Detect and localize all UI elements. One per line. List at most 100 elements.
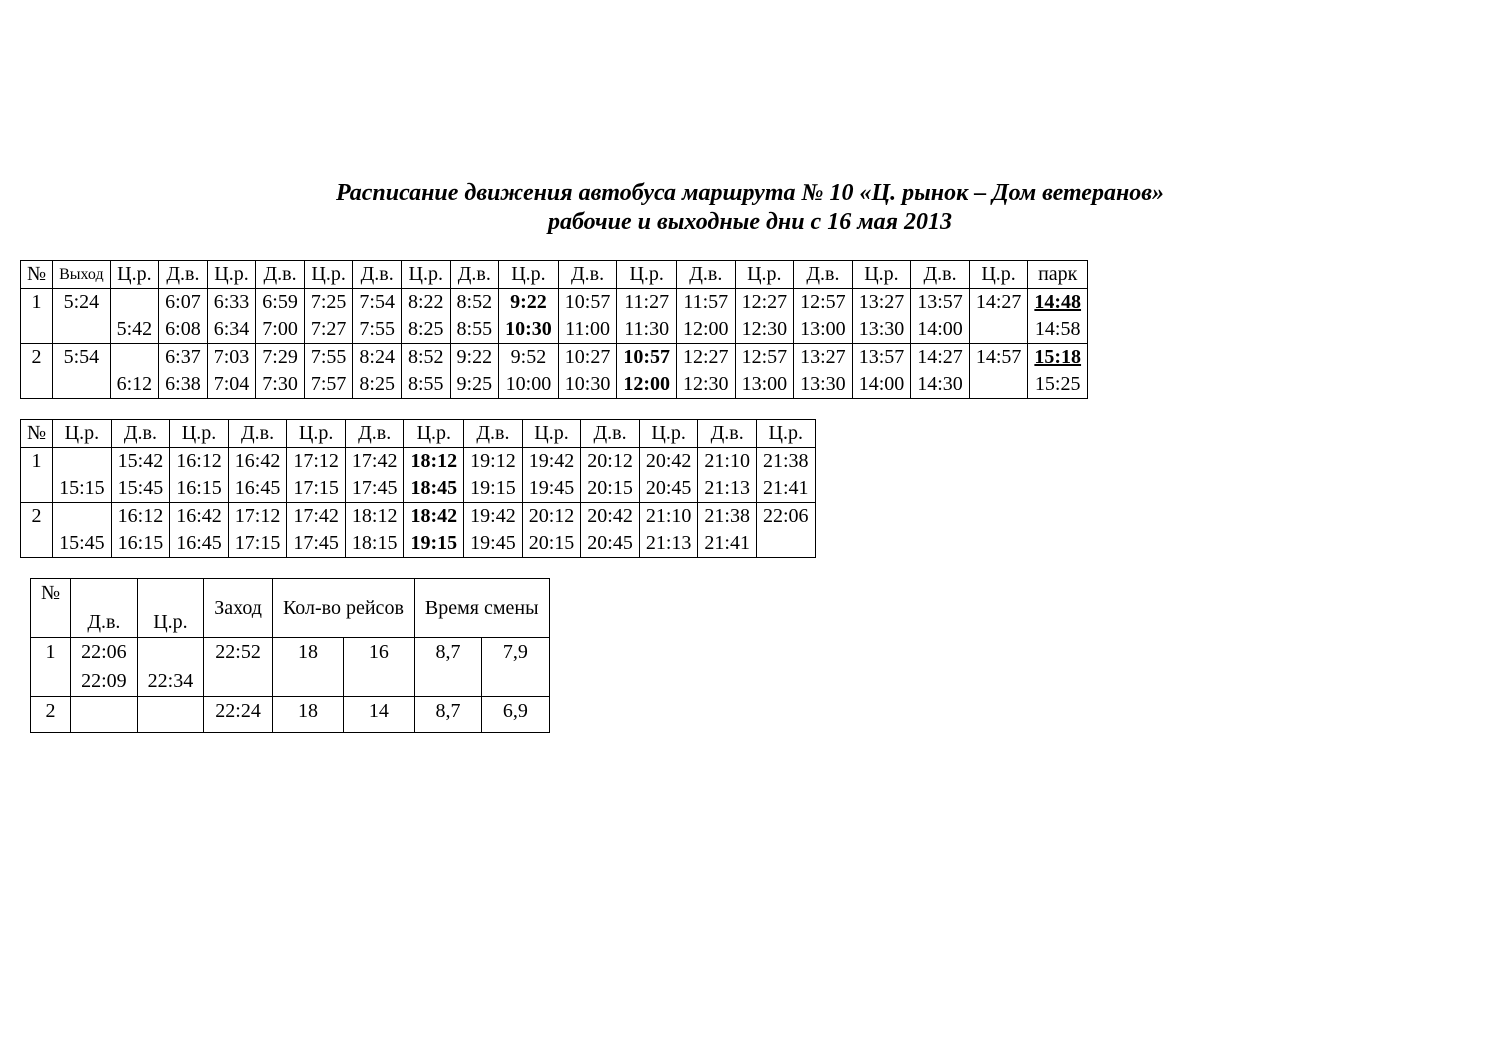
cell-time: 18:45 — [404, 475, 464, 503]
cell-time: 10:00 — [499, 371, 559, 399]
col-stop: Д.в. — [911, 261, 970, 289]
cell-time: 5:42 — [110, 316, 159, 344]
cell-shift: 8,7 — [414, 638, 481, 668]
cell-time: 20:42 — [639, 448, 698, 476]
col-stop: Ц.р. — [53, 420, 112, 448]
cell-time: 21:13 — [698, 475, 757, 503]
cell-time — [110, 344, 159, 372]
cell-time: 14:30 — [911, 371, 970, 399]
cell-time: 11:30 — [617, 316, 677, 344]
col-stop: Д.в. — [698, 420, 757, 448]
col-stop: Д.в. — [794, 261, 853, 289]
cell-trips: 14 — [343, 697, 414, 727]
schedule-table-1: №ВыходЦ.р.Д.в.Ц.р.Д.в.Ц.р.Д.в.Ц.р.Д.в.Ц.… — [20, 260, 1088, 399]
col-num: № — [21, 420, 53, 448]
cell-time: 10:30 — [499, 316, 559, 344]
cell-time: 21:10 — [698, 448, 757, 476]
cell-time: 16:45 — [228, 475, 287, 503]
col-stop: Д.в. — [450, 261, 499, 289]
col-stop: Ц.р. — [110, 261, 159, 289]
cell-time: 17:45 — [345, 475, 404, 503]
cell-time: 16:12 — [111, 503, 170, 531]
cell-time: 16:12 — [170, 448, 229, 476]
cell-time: 19:42 — [522, 448, 581, 476]
cell-time: 19:15 — [404, 530, 464, 558]
cell-time — [756, 530, 815, 558]
cell-time: 17:12 — [287, 448, 346, 476]
cell-time: 6:59 — [256, 289, 305, 317]
cell-time: 12:27 — [677, 344, 736, 372]
cell-time: 7:57 — [304, 371, 353, 399]
summary-table: №ЗаходКол-во рейсовВремя сменыД.в.Ц.р.12… — [30, 578, 550, 733]
cell-time: 15:45 — [111, 475, 170, 503]
cell-time: 14:57 — [969, 344, 1028, 372]
cell-cr: 22:34 — [137, 667, 204, 697]
cell-time: 18:12 — [345, 503, 404, 531]
col-cr: Ц.р. — [137, 608, 204, 638]
col-stop: Ц.р. — [207, 261, 256, 289]
cell-time: 14:27 — [969, 289, 1028, 317]
cell-time: 22:06 — [756, 503, 815, 531]
cell-time: 20:45 — [581, 530, 640, 558]
cell-time: 19:15 — [464, 475, 523, 503]
cell-trips: 18 — [272, 638, 343, 668]
cell-time: 12:57 — [735, 344, 794, 372]
cell-time: 19:45 — [464, 530, 523, 558]
cell-time — [969, 371, 1028, 399]
cell-time: 21:38 — [698, 503, 757, 531]
col-stop: Ц.р. — [170, 420, 229, 448]
cell-time: 16:45 — [170, 530, 229, 558]
cell-time: 21:13 — [639, 530, 698, 558]
cell-time: 8:55 — [401, 371, 450, 399]
cell-time: 9:25 — [450, 371, 499, 399]
cell-time — [969, 316, 1028, 344]
col-stop: Ц.р. — [969, 261, 1028, 289]
cell-trips: 18 — [272, 697, 343, 727]
col-stop: Д.в. — [353, 261, 402, 289]
cell-time: 6:08 — [159, 316, 208, 344]
col-stop: Ц.р. — [756, 420, 815, 448]
row-num: 2 — [21, 344, 53, 372]
cell-time: 20:15 — [522, 530, 581, 558]
cell-time: 19:45 — [522, 475, 581, 503]
cell-time: 20:12 — [522, 503, 581, 531]
schedule-table-2: №Ц.р.Д.в.Ц.р.Д.в.Ц.р.Д.в.Ц.р.Д.в.Ц.р.Д.в… — [20, 419, 816, 558]
cell-time: 9:22 — [450, 344, 499, 372]
cell-time: 12:00 — [677, 316, 736, 344]
cell-shift: 7,9 — [482, 638, 549, 668]
cell-time: 15:25 — [1028, 371, 1088, 399]
cell-time: 7:30 — [256, 371, 305, 399]
cell-time: 13:30 — [852, 316, 911, 344]
cell-time: 12:57 — [794, 289, 853, 317]
cell-time: 17:45 — [287, 530, 346, 558]
cell-time: 6:33 — [207, 289, 256, 317]
col-park: парк — [1028, 261, 1088, 289]
col-trips: Кол-во рейсов — [272, 579, 414, 638]
cell-time: 7:27 — [304, 316, 353, 344]
col-num: № — [31, 579, 71, 609]
cell-time: 17:15 — [228, 530, 287, 558]
cell-time: 14:27 — [911, 344, 970, 372]
cell-time: 19:12 — [464, 448, 523, 476]
col-stop: Д.в. — [159, 261, 208, 289]
cell-time — [53, 448, 112, 476]
col-shift: Время смены — [414, 579, 549, 638]
cell-time: 16:15 — [111, 530, 170, 558]
col-dv: Д.в. — [71, 608, 138, 638]
cell-dv — [71, 726, 138, 733]
cell-time: 9:22 — [499, 289, 559, 317]
cell-time: 18:42 — [404, 503, 464, 531]
cell-time: 7:04 — [207, 371, 256, 399]
cell-time: 20:12 — [581, 448, 640, 476]
col-stop: Ц.р. — [401, 261, 450, 289]
row-num: 1 — [21, 289, 53, 317]
col-stop: Д.в. — [228, 420, 287, 448]
cell-time: 12:30 — [677, 371, 736, 399]
col-stop: Д.в. — [111, 420, 170, 448]
col-exit: Выход — [53, 261, 111, 289]
row-num: 1 — [31, 638, 71, 668]
cell-shift: 8,7 — [414, 697, 481, 727]
cell-time: 16:42 — [228, 448, 287, 476]
cell-time: 14:00 — [852, 371, 911, 399]
cell-cr — [137, 726, 204, 733]
